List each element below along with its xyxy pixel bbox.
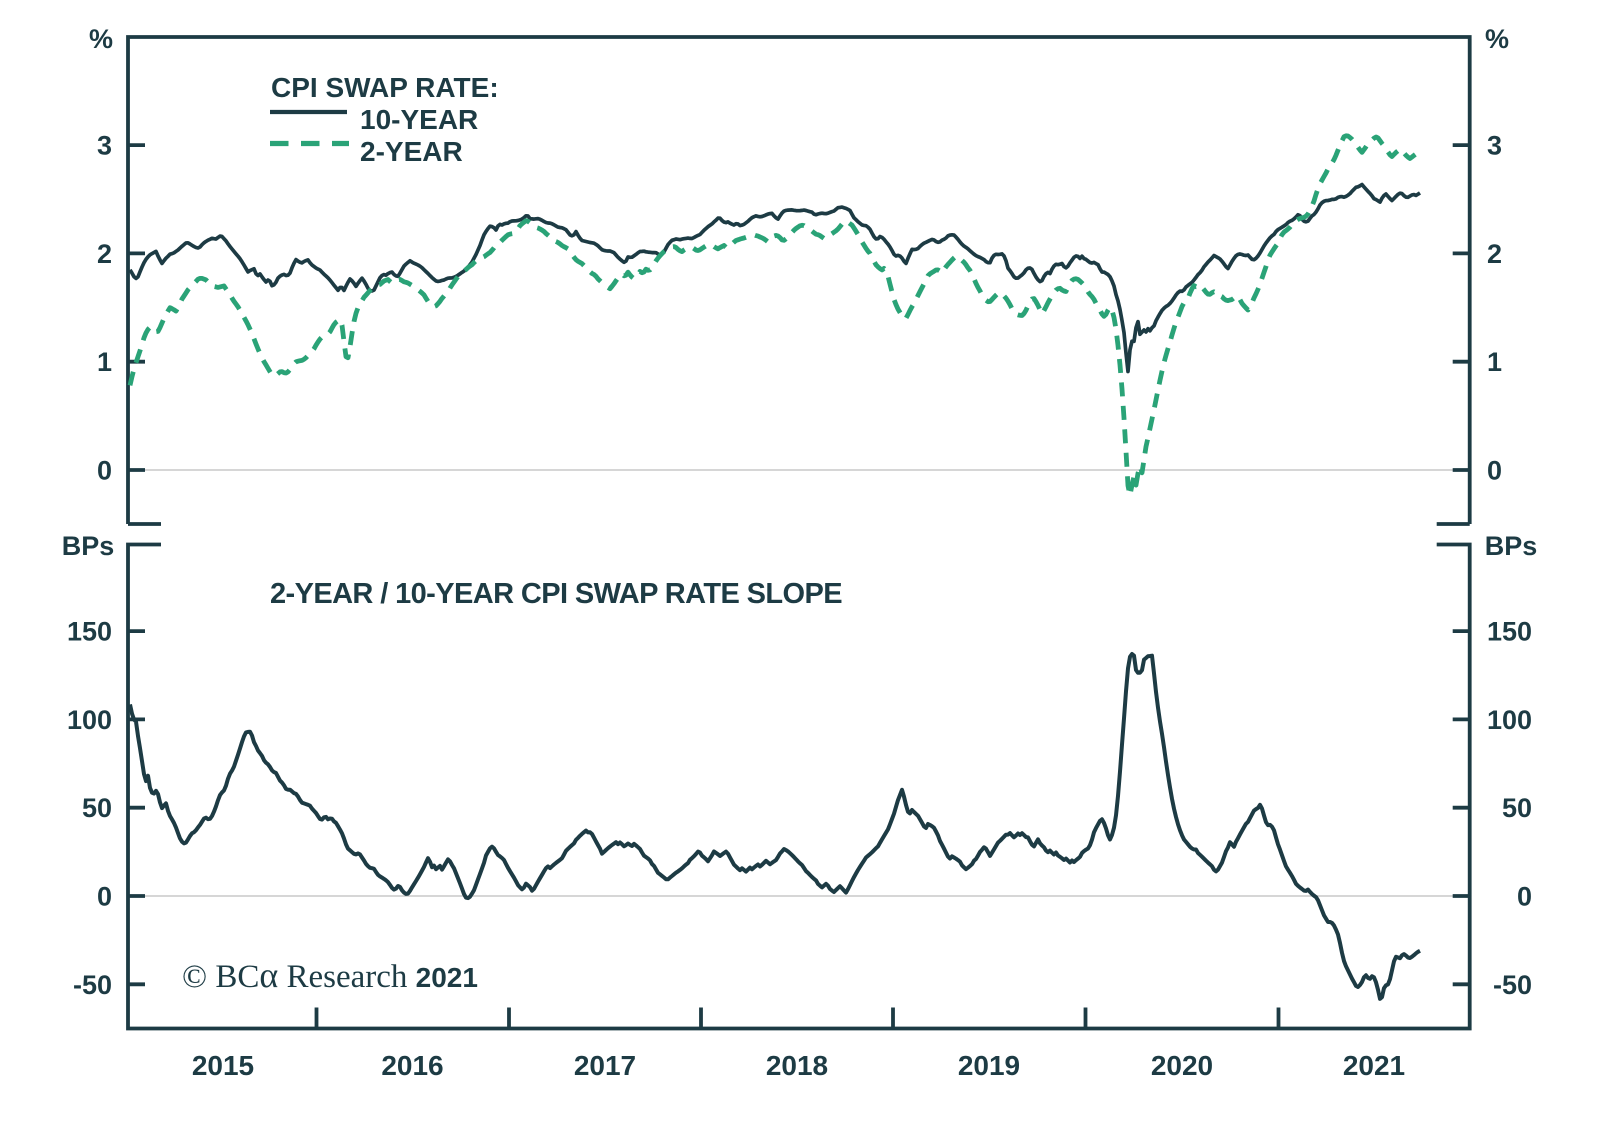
svg-text:2016: 2016: [381, 1050, 443, 1081]
svg-text:0: 0: [1487, 456, 1502, 486]
svg-text:100: 100: [1487, 705, 1532, 735]
svg-text:10-YEAR: 10-YEAR: [360, 104, 478, 135]
svg-text:2019: 2019: [958, 1050, 1020, 1081]
svg-text:%: %: [89, 24, 113, 54]
svg-text:© BCα Research 2021: © BCα Research 2021: [182, 955, 478, 995]
svg-text:50: 50: [82, 793, 112, 823]
svg-text:BPs: BPs: [62, 531, 115, 561]
svg-text:2015: 2015: [192, 1050, 254, 1081]
svg-text:0: 0: [1517, 882, 1532, 912]
svg-text:2: 2: [97, 239, 112, 269]
svg-text:2021: 2021: [1343, 1050, 1405, 1081]
svg-text:3: 3: [97, 131, 112, 161]
svg-text:-50: -50: [1493, 970, 1532, 1000]
svg-text:BPs: BPs: [1485, 531, 1538, 561]
svg-text:2-YEAR: 2-YEAR: [360, 136, 463, 167]
svg-text:3: 3: [1487, 131, 1502, 161]
svg-text:2-YEAR / 10-YEAR CPI SWAP RATE: 2-YEAR / 10-YEAR CPI SWAP RATE SLOPE: [270, 578, 842, 610]
svg-text:100: 100: [67, 705, 112, 735]
svg-text:0: 0: [97, 882, 112, 912]
svg-text:1: 1: [97, 347, 112, 377]
svg-text:2018: 2018: [766, 1050, 828, 1081]
svg-text:CPI SWAP RATE:: CPI SWAP RATE:: [271, 72, 499, 103]
svg-text:50: 50: [1502, 793, 1532, 823]
svg-text:%: %: [1485, 24, 1509, 54]
svg-text:150: 150: [67, 617, 112, 647]
svg-text:2020: 2020: [1151, 1050, 1213, 1081]
svg-text:-50: -50: [73, 970, 112, 1000]
svg-text:2: 2: [1487, 239, 1502, 269]
svg-text:1: 1: [1487, 347, 1502, 377]
svg-text:150: 150: [1487, 617, 1532, 647]
svg-text:0: 0: [97, 456, 112, 486]
svg-text:2017: 2017: [574, 1050, 636, 1081]
